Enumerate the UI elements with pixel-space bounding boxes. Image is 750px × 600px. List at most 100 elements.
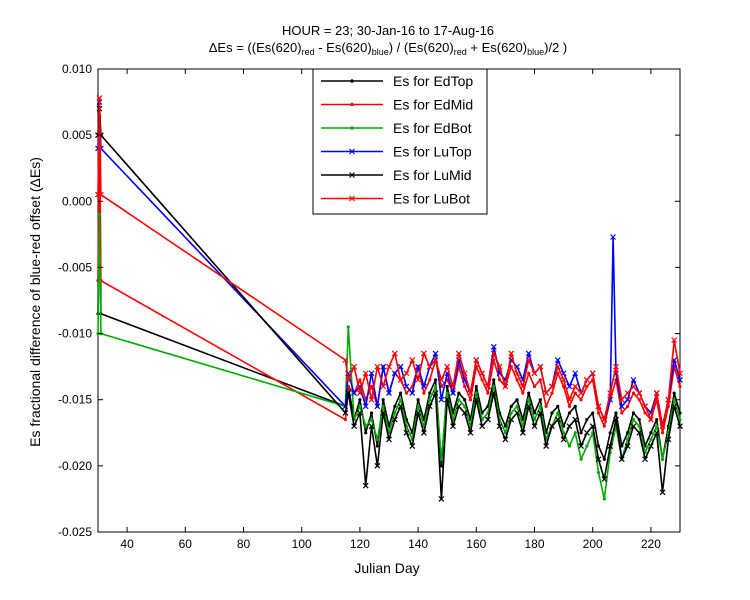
data-point [607,390,614,397]
data-point [637,398,641,402]
data-point [538,404,542,408]
data-point [554,416,561,423]
data-point [368,423,375,430]
x-axis-label: Julian Day [354,560,419,576]
data-point [636,429,643,436]
data-point [356,390,363,397]
data-point [567,411,572,415]
data-point [643,411,647,415]
data-point [345,376,352,383]
data-point [438,396,445,403]
series-line [97,107,681,500]
data-point [618,396,625,403]
data-point [659,489,666,496]
data-point [467,390,474,397]
data-point [537,410,544,416]
data-point [544,404,548,408]
data-point [671,403,678,410]
data-point [428,378,432,382]
data-point [416,398,420,402]
data-point [550,391,554,395]
data-point [358,378,362,382]
data-point [468,398,473,402]
data-point [630,383,637,390]
data-point [554,357,561,363]
data-point [601,476,608,483]
y-tick-label: -0.025 [58,525,92,539]
data-point [403,370,410,377]
data-point [554,363,561,370]
data-point [642,456,649,463]
legend-marker [349,195,355,202]
series-line [97,121,681,467]
data-point [560,436,567,443]
data-point [613,416,619,423]
data-point [602,457,606,461]
x-tick-label: 140 [408,537,428,551]
x-tick-label: 100 [292,537,312,551]
data-point [508,416,515,423]
y-tick-label: -0.005 [58,260,92,274]
data-point [368,370,375,377]
data-point [474,391,478,395]
data-point [610,234,616,240]
title-subscript: blue [527,47,544,57]
y-tick-label: 0.000 [62,194,92,208]
data-point [578,443,584,449]
data-point [416,404,420,408]
title-subscript: red [454,47,467,57]
data-point [678,384,682,389]
data-point [457,391,461,395]
data-point [397,376,404,383]
legend-marker [350,102,354,107]
data-point [525,403,532,410]
series-layer [95,95,683,502]
legend-entry: Es for EdBot [321,120,472,136]
data-point [492,378,496,382]
data-point [345,390,352,397]
data-point [647,416,654,423]
data-point [678,411,682,415]
data-point [519,429,526,436]
data-point [660,431,665,435]
data-point [473,357,480,363]
x-tick-label: 60 [179,537,193,551]
legend-marker [349,172,355,178]
data-point [467,429,474,436]
data-point [391,350,398,357]
data-point [358,404,362,408]
legend-label: Es for LuTop [393,144,472,160]
legend-marker [350,79,354,83]
data-point [620,411,624,415]
data-point [433,378,438,382]
data-point [532,384,537,389]
data-point [562,431,566,435]
data-point [409,357,416,363]
data-point [591,411,595,415]
chart-title-line-2: ΔEs = ((Es(620)red - Es(620)blue) / (Es(… [209,40,567,57]
data-point [509,404,513,408]
data-point [445,391,449,395]
data-point [556,371,560,375]
data-point [560,376,567,383]
legend-entry: Es for EdMid [321,97,473,113]
data-point [364,424,368,428]
data-point [409,443,416,449]
data-point [380,363,387,370]
data-point [420,429,427,436]
data-point [397,363,404,370]
data-point [655,424,659,428]
legend-entry: Es for LuBot [321,191,470,207]
series-es-for-lubot [95,95,683,430]
data-point [386,390,392,397]
data-point [677,376,683,383]
data-point [479,423,486,430]
data-point [514,370,520,377]
data-point [649,437,653,441]
legend-box [312,68,488,215]
data-point [515,398,519,402]
data-point [438,376,445,383]
data-point [463,384,467,389]
legend-label: Es for LuMid [393,167,472,183]
data-point [653,390,660,397]
